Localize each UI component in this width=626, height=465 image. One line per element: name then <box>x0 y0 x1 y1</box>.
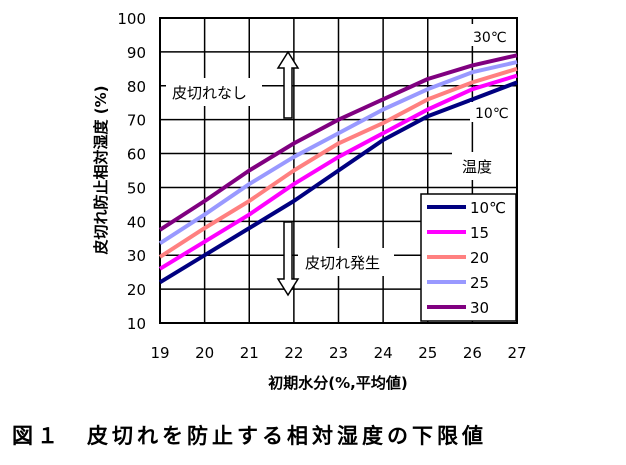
x-tick-label: 27 <box>507 344 526 362</box>
y-ticks: 10 20 30 40 50 60 70 80 90 100 <box>117 10 146 333</box>
series-line-20 <box>158 66 518 259</box>
up-arrow-icon <box>276 50 300 119</box>
x-tick-label: 22 <box>284 344 303 362</box>
figure-caption: 図１ 皮切れを防止する相対湿度の下限値 <box>12 424 487 448</box>
legend-label: 25 <box>470 274 489 292</box>
legend-label: 10℃ <box>470 199 506 217</box>
down-arrow-icon <box>276 221 300 297</box>
y-tick-label: 60 <box>127 146 146 164</box>
x-ticks: 19 20 21 22 23 24 25 26 27 <box>150 344 526 362</box>
x-tick-label: 23 <box>329 344 348 362</box>
annotation-10c: 10℃ <box>475 106 509 122</box>
y-tick-label: 90 <box>127 44 146 62</box>
x-tick-label: 19 <box>150 344 169 362</box>
y-tick-label: 100 <box>117 10 146 28</box>
y-tick-label: 80 <box>127 78 146 96</box>
legend-label: 30 <box>470 299 489 317</box>
x-tick-label: 25 <box>418 344 437 362</box>
y-tick-label: 50 <box>127 179 146 197</box>
annotations: 30℃ 10℃ 温度 皮切れなし 皮切れ発生 <box>166 24 516 297</box>
legend: 10℃ 15 20 25 30 <box>420 193 517 322</box>
series-line-30 <box>158 53 518 232</box>
series-line-15 <box>158 73 518 271</box>
y-tick-label: 20 <box>127 281 146 299</box>
x-tick-label: 26 <box>463 344 482 362</box>
y-axis-label: 皮切れ防止相対湿度 (%) <box>92 86 110 255</box>
legend-label: 20 <box>470 249 489 267</box>
legend-label: 15 <box>470 224 489 242</box>
x-axis-label: 初期水分(%,平均値) <box>268 374 407 392</box>
annotation-crack: 皮切れ発生 <box>305 254 380 272</box>
series-line-10 <box>158 80 518 285</box>
series-lines <box>158 53 518 285</box>
x-tick-label: 24 <box>374 344 393 362</box>
annotation-temperature: 温度 <box>462 158 492 176</box>
series-line-25 <box>158 60 518 246</box>
y-tick-label: 30 <box>127 247 146 265</box>
y-tick-label: 40 <box>127 213 146 231</box>
y-tick-label: 70 <box>127 112 146 130</box>
x-tick-label: 20 <box>195 344 214 362</box>
y-tick-label: 10 <box>127 315 146 333</box>
plot-frame <box>159 17 518 324</box>
annotation-no-crack: 皮切れなし <box>172 84 247 102</box>
annotation-30c: 30℃ <box>473 30 507 46</box>
x-tick-label: 21 <box>240 344 259 362</box>
